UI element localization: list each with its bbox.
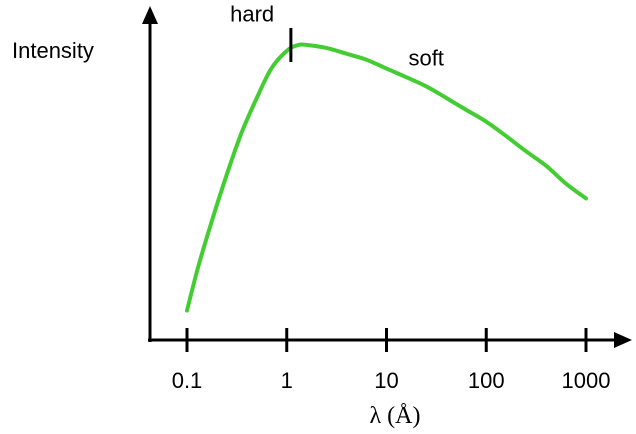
x-tick-label: 1 xyxy=(281,368,293,393)
x-tick-labels: 0.1 1 10 100 1000 xyxy=(172,368,611,393)
y-axis-arrow-icon xyxy=(142,6,158,24)
annotations: hard soft xyxy=(230,1,444,70)
y-axis-label: Intensity xyxy=(12,38,94,63)
annotation-soft: soft xyxy=(408,46,443,71)
x-tick-label: 10 xyxy=(374,368,398,393)
x-ticks xyxy=(185,328,588,352)
series-layer xyxy=(185,42,588,313)
x-tick-label: 100 xyxy=(468,368,505,393)
intensity-curve xyxy=(185,42,588,313)
x-axis-arrow-icon xyxy=(614,332,632,348)
annotation-hard: hard xyxy=(230,1,274,26)
x-tick-label: 0.1 xyxy=(172,368,203,393)
x-tick-label: 1000 xyxy=(562,368,611,393)
x-axis-label: λ (Å) xyxy=(370,403,421,429)
